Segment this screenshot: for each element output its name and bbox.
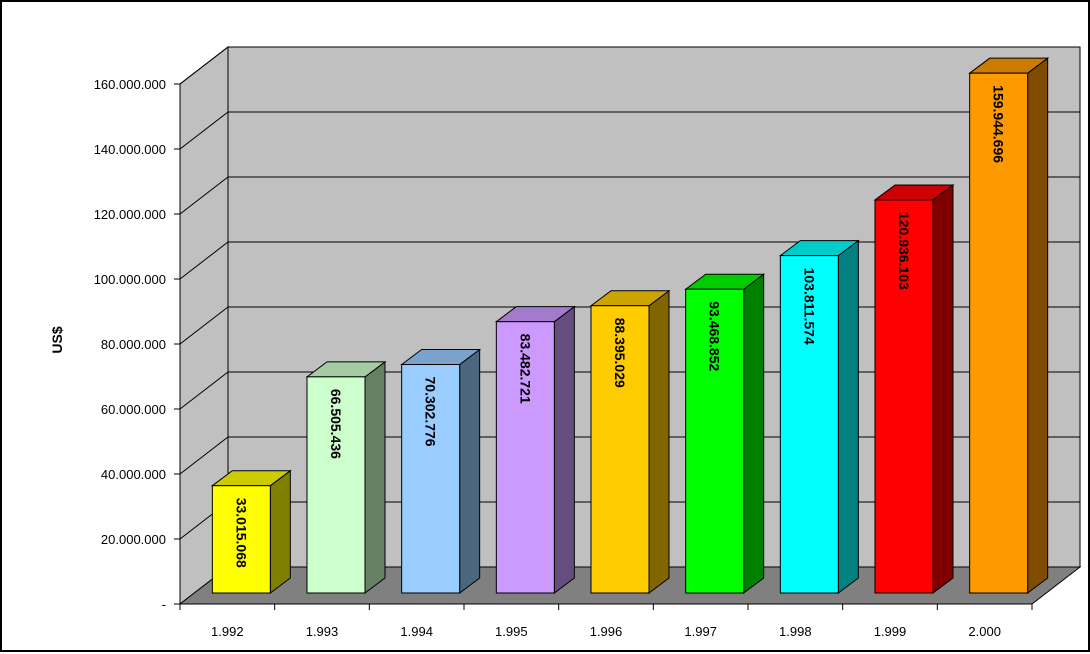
bar-side [1027,57,1049,594]
bar [684,273,766,594]
bar-value-label: 88.395.029 [612,318,628,388]
y-tick-label: 140.000.000 [94,142,166,157]
y-tick-label: 20.000.000 [101,532,166,547]
labels: - 20.000.000 40.000.000 60.000.000 80.000.00… [49,77,1007,639]
bar-value-label: 103.811.574 [801,268,817,345]
bar [589,289,671,594]
gridline [179,111,1080,150]
bar-value-label: 120.936.103 [896,212,912,290]
axes [174,83,1033,610]
bar-value-label: 93.468.852 [707,301,723,371]
y-tick-label: - [162,597,166,612]
bar [968,57,1050,594]
y-tick-label: 40.000.000 [101,467,166,482]
bar-side [743,273,765,594]
y-tick-label: 100.000.000 [94,272,166,287]
x-tick-label: 1.998 [779,624,812,639]
bar [778,239,860,594]
y-tick-label: 80.000.000 [101,337,166,352]
bar-value-label: 33.015.068 [233,498,249,568]
bar-side [648,289,670,594]
bar-side [932,183,954,594]
bar-value-label: 70.302.776 [423,377,439,447]
bar [873,183,955,594]
x-tick-label: 1.995 [495,624,528,639]
bar [400,348,482,594]
y-tick-label: 160.000.000 [94,77,166,92]
x-tick-label: 1.994 [400,624,433,639]
bar-front [590,305,650,594]
bars [210,57,1050,594]
y-tick-label: 120.000.000 [94,207,166,222]
x-tick-label: 1.999 [874,624,907,639]
bar [494,305,576,594]
bar-front [874,199,934,594]
bar-side [837,239,859,594]
x-tick-label: 1.993 [306,624,339,639]
bar-front [211,485,271,594]
y-tick-label: 60.000.000 [101,402,166,417]
gridline [179,241,1080,280]
gridline [179,46,1080,85]
y-axis-title: US$ [49,326,65,353]
bar-value-label: 159.944.696 [991,85,1007,163]
bar-value-label: 66.505.436 [328,389,344,459]
bar-front [969,72,1029,594]
bar-front [495,321,555,594]
bar-value-label: 83.482.721 [517,334,533,404]
bar-front [306,376,366,594]
bar-side [459,348,481,594]
bar-front [401,364,461,594]
bar-side [364,360,386,594]
bar-side [553,305,575,594]
x-tick-label: 1.992 [211,624,244,639]
x-tick-label: 1.996 [590,624,623,639]
bar-front [779,255,839,594]
gridline [179,176,1080,215]
x-tick-label: 2.000 [968,624,1001,639]
bar [305,360,387,594]
bar-side [269,469,291,594]
bar [210,469,292,594]
x-tick-label: 1.997 [684,624,717,639]
bar-front [685,288,745,594]
